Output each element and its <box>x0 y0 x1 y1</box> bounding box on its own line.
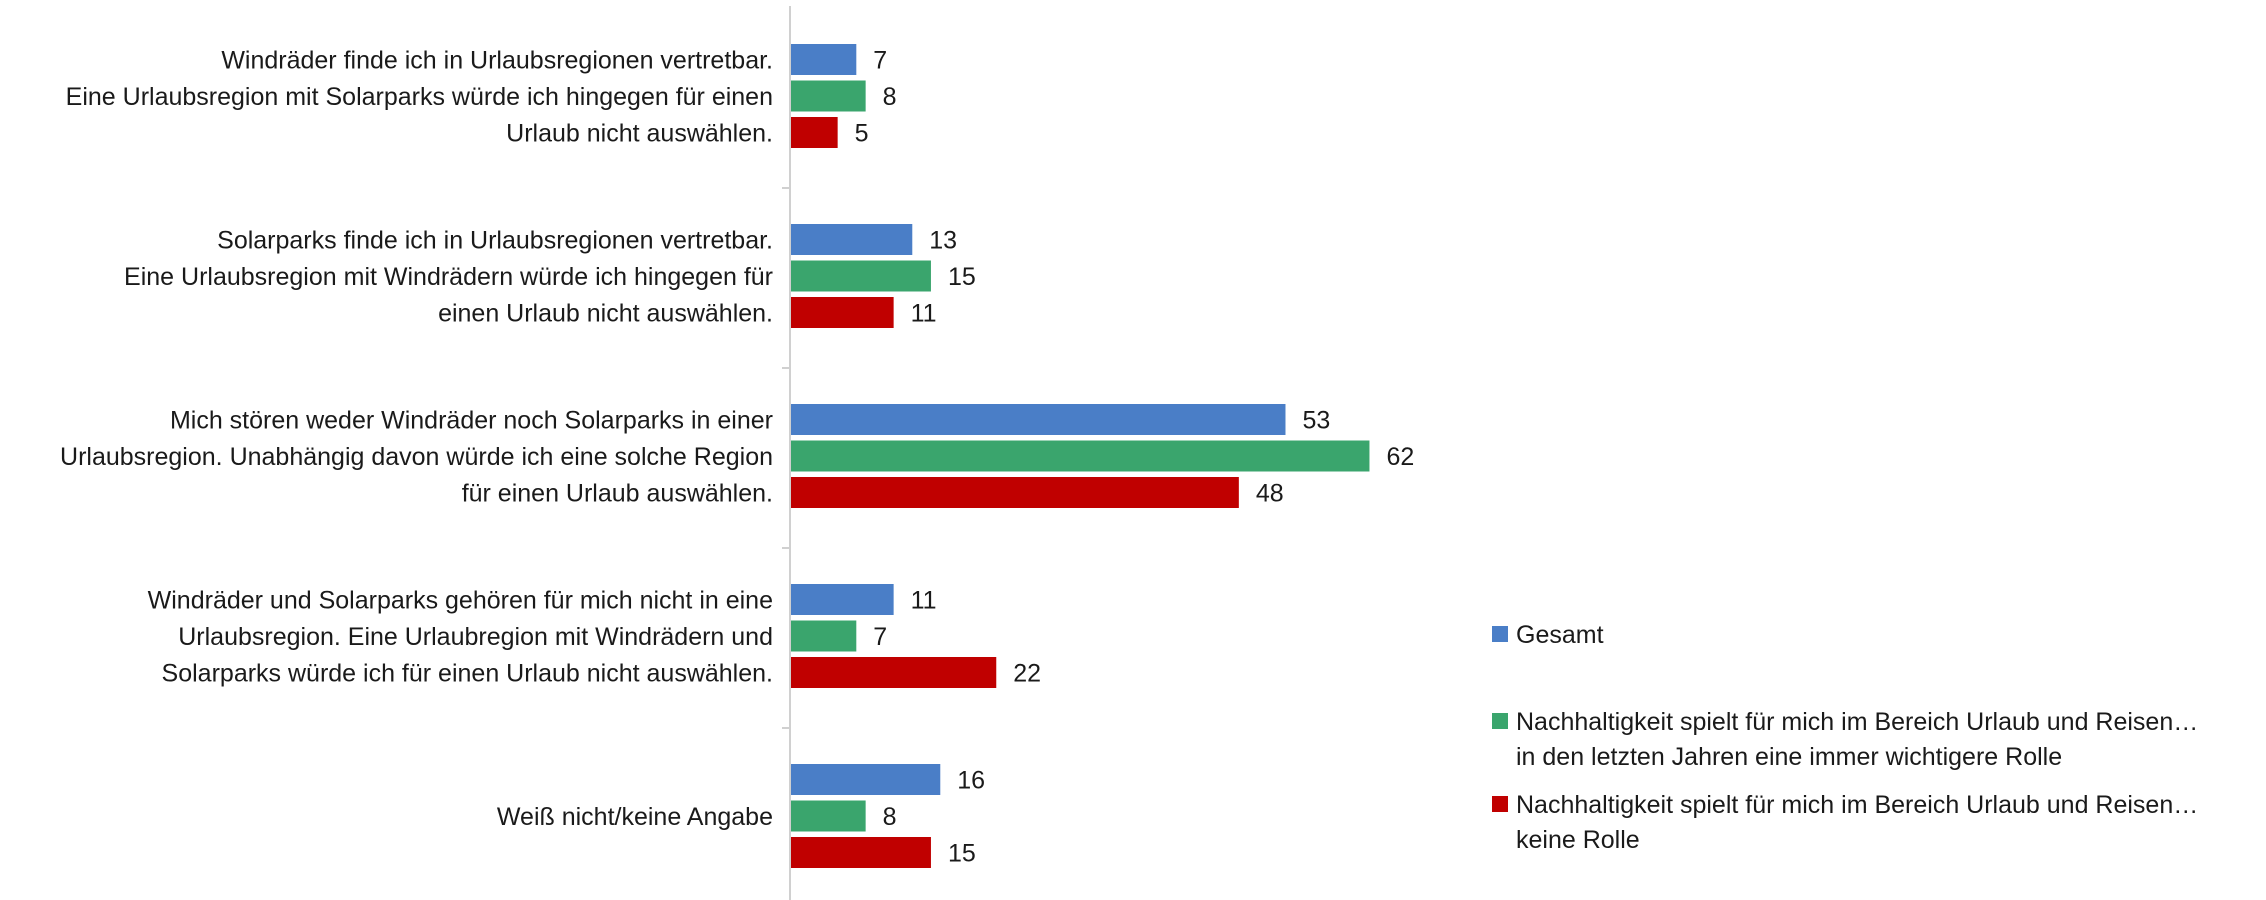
data-label: 7 <box>873 47 887 75</box>
bar <box>791 800 866 832</box>
data-label: 62 <box>1386 443 1414 471</box>
data-label: 16 <box>957 767 985 795</box>
category-label: für einen Urlaub auswählen. <box>462 480 773 508</box>
category-label: Windräder finde ich in Urlaubsregionen v… <box>221 47 773 75</box>
axis-layer <box>782 6 791 900</box>
data-label: 48 <box>1256 480 1284 508</box>
bar <box>791 297 894 328</box>
category-label: Mich stören weder Windräder noch Solarpa… <box>170 407 773 435</box>
bar <box>791 620 857 652</box>
bar <box>791 404 1286 435</box>
data-label: 53 <box>1302 407 1330 435</box>
bar <box>791 117 838 148</box>
bar <box>791 477 1239 508</box>
data-label: 22 <box>1013 660 1041 688</box>
data-label: 8 <box>883 803 897 831</box>
bar <box>791 657 997 688</box>
category-label: Urlaubsregion. Unabhängig davon würde ic… <box>60 443 773 471</box>
legend-label: in den letzten Jahren eine immer wichtig… <box>1516 743 2062 771</box>
data-label: 13 <box>929 227 957 255</box>
bar <box>791 440 1370 472</box>
data-label: 8 <box>883 83 897 111</box>
bar <box>791 260 931 292</box>
category-label: Urlaubsregion. Eine Urlaubregion mit Win… <box>178 623 773 651</box>
bar <box>791 80 866 112</box>
data-label: 7 <box>873 623 887 651</box>
bar <box>791 44 857 75</box>
legend-label: Nachhaltigkeit spielt für mich im Bereic… <box>1516 708 2198 736</box>
category-label: Eine Urlaubsregion mit Windrädern würde … <box>124 263 773 291</box>
data-label: 15 <box>948 840 976 868</box>
data-label: 5 <box>855 120 869 148</box>
category-label: Urlaub nicht auswählen. <box>506 120 773 148</box>
category-label: Solarparks würde ich für einen Urlaub ni… <box>162 660 773 688</box>
bar <box>791 764 941 795</box>
bars-layer <box>791 44 1370 868</box>
bar <box>791 224 913 255</box>
category-label: Eine Urlaubsregion mit Solarparks würde … <box>66 83 773 111</box>
category-label: Weiß nicht/keine Angabe <box>497 803 773 831</box>
legend-swatch <box>1492 713 1508 729</box>
data-label: 11 <box>911 587 937 615</box>
bar <box>791 837 931 868</box>
legend-label: keine Rolle <box>1516 826 1640 854</box>
legend: Gesamt Nachhaltigkeit spielt für mich im … <box>1492 621 2198 854</box>
data-label: 15 <box>948 263 976 291</box>
legend-swatch <box>1492 796 1508 812</box>
legend-swatch <box>1492 626 1508 642</box>
data-label: 11 <box>911 300 937 328</box>
category-label: einen Urlaub nicht auswählen. <box>438 300 773 328</box>
category-label: Windräder und Solarparks gehören für mic… <box>148 587 773 615</box>
legend-label: Nachhaltigkeit spielt für mich im Bereic… <box>1516 791 2198 819</box>
bar <box>791 584 894 615</box>
labels-layer: Windräder finde ich in Urlaubsregionen v… <box>60 47 1414 868</box>
category-label: Solarparks finde ich in Urlaubsregionen … <box>217 227 773 255</box>
legend-label: Gesamt <box>1516 621 1604 649</box>
